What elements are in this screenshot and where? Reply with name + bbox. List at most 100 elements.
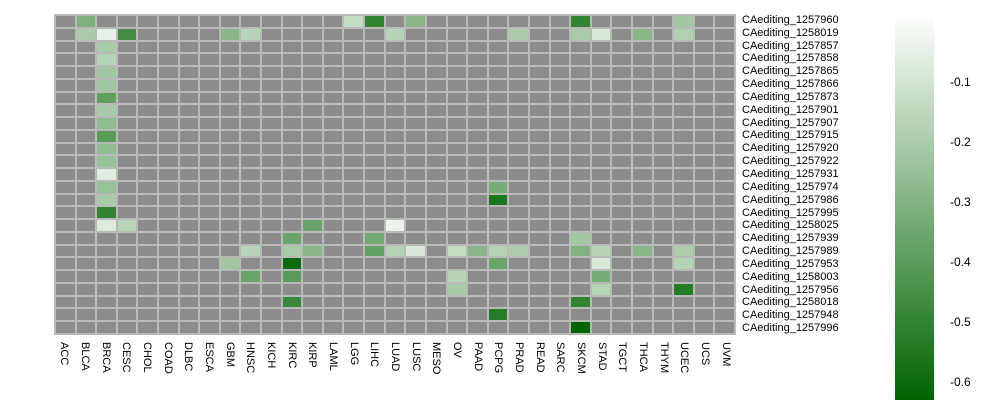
heatmap-cell (138, 322, 158, 333)
heatmap-cell (715, 194, 734, 206)
heatmap-cell (715, 232, 734, 244)
heatmap-cell (694, 283, 714, 295)
heatmap-cell (262, 28, 281, 40)
heatmap-cell (591, 130, 611, 142)
heatmap-cell (571, 207, 590, 219)
heatmap-cell (179, 118, 199, 129)
heatmap-cell (97, 130, 116, 142)
column-label: GBM (223, 342, 236, 368)
heatmap-cell (138, 258, 158, 270)
column-label: ESCA (203, 342, 215, 372)
heatmap-cell (468, 309, 487, 321)
legend-tick-label: -0.4 (950, 255, 971, 269)
heatmap-cell (406, 271, 425, 282)
heatmap-cell (426, 245, 446, 257)
heatmap-cell (591, 283, 611, 295)
heatmap-cell (56, 79, 75, 91)
heatmap-cell (323, 220, 343, 231)
heatmap-cell (282, 67, 302, 78)
heatmap-cell (179, 309, 199, 321)
heatmap-cell (468, 41, 487, 53)
heatmap-cell (220, 54, 240, 66)
heatmap-cell (138, 130, 158, 142)
heatmap-cell (509, 41, 528, 53)
heatmap-cell (344, 118, 364, 129)
heatmap-cell (674, 207, 693, 219)
heatmap-cell (674, 181, 693, 193)
heatmap-cell (179, 105, 199, 117)
heatmap-cell (694, 207, 714, 219)
heatmap-cell (509, 283, 528, 295)
heatmap-cell (365, 16, 384, 27)
heatmap-cell (447, 28, 467, 40)
heatmap-cell (612, 169, 631, 180)
heatmap-cell (365, 92, 384, 104)
heatmap-cell (674, 143, 693, 155)
heatmap-cell (200, 207, 219, 219)
heatmap-cell (447, 181, 467, 193)
heatmap-cell (220, 16, 240, 27)
heatmap-cell (56, 67, 75, 78)
heatmap-cell (550, 92, 570, 104)
heatmap-cell (509, 16, 528, 27)
heatmap-cell (468, 130, 487, 142)
heatmap-cell (406, 156, 425, 168)
legend-tick-label: -0.5 (950, 315, 971, 329)
heatmap-cell (632, 169, 652, 180)
heatmap-cell (612, 207, 631, 219)
heatmap-cell (365, 322, 384, 333)
heatmap-cell (509, 105, 528, 117)
heatmap-cell (56, 194, 75, 206)
heatmap-cell (653, 118, 673, 129)
heatmap-cell (241, 194, 261, 206)
heatmap-cell (550, 207, 570, 219)
heatmap-cell (303, 258, 322, 270)
heatmap-cell (426, 67, 446, 78)
heatmap-cell (612, 194, 631, 206)
heatmap-cell (488, 130, 508, 142)
heatmap-cell (344, 245, 364, 257)
heatmap-cell (117, 258, 137, 270)
heatmap-cell (653, 143, 673, 155)
heatmap-cell (550, 271, 570, 282)
heatmap-cell (159, 181, 178, 193)
heatmap-cell (653, 207, 673, 219)
heatmap-cell (406, 181, 425, 193)
column-label: PRAD (513, 342, 525, 373)
heatmap-cell (241, 41, 261, 53)
heatmap-cell (365, 79, 384, 91)
row-label: CAediting_1257948 (742, 309, 839, 322)
heatmap-cell (365, 296, 384, 308)
heatmap-cell (447, 79, 467, 91)
heatmap-cell (282, 309, 302, 321)
heatmap-cell (488, 258, 508, 270)
heatmap-cell (447, 105, 467, 117)
heatmap-cell (653, 105, 673, 117)
heatmap-cell (200, 92, 219, 104)
heatmap-cell (282, 41, 302, 53)
heatmap-cell (715, 143, 734, 155)
heatmap-cell (97, 194, 116, 206)
heatmap-cell (529, 181, 549, 193)
heatmap-cell (159, 130, 178, 142)
heatmap-cell (694, 54, 714, 66)
heatmap-cell (76, 54, 96, 66)
heatmap-cell (694, 156, 714, 168)
heatmap-cell (303, 322, 322, 333)
heatmap-cell (550, 309, 570, 321)
heatmap-cell (653, 16, 673, 27)
heatmap-cell (179, 41, 199, 53)
heatmap-cell (220, 194, 240, 206)
heatmap-cell (282, 54, 302, 66)
heatmap-cell (571, 105, 590, 117)
heatmap-cell (117, 245, 137, 257)
heatmap-cell (303, 92, 322, 104)
heatmap-cell (612, 181, 631, 193)
heatmap-cell (179, 194, 199, 206)
heatmap-cell (220, 296, 240, 308)
heatmap-cell (200, 169, 219, 180)
heatmap-cell (282, 169, 302, 180)
heatmap-cell (550, 130, 570, 142)
heatmap-cell (426, 207, 446, 219)
heatmap-cell (674, 232, 693, 244)
